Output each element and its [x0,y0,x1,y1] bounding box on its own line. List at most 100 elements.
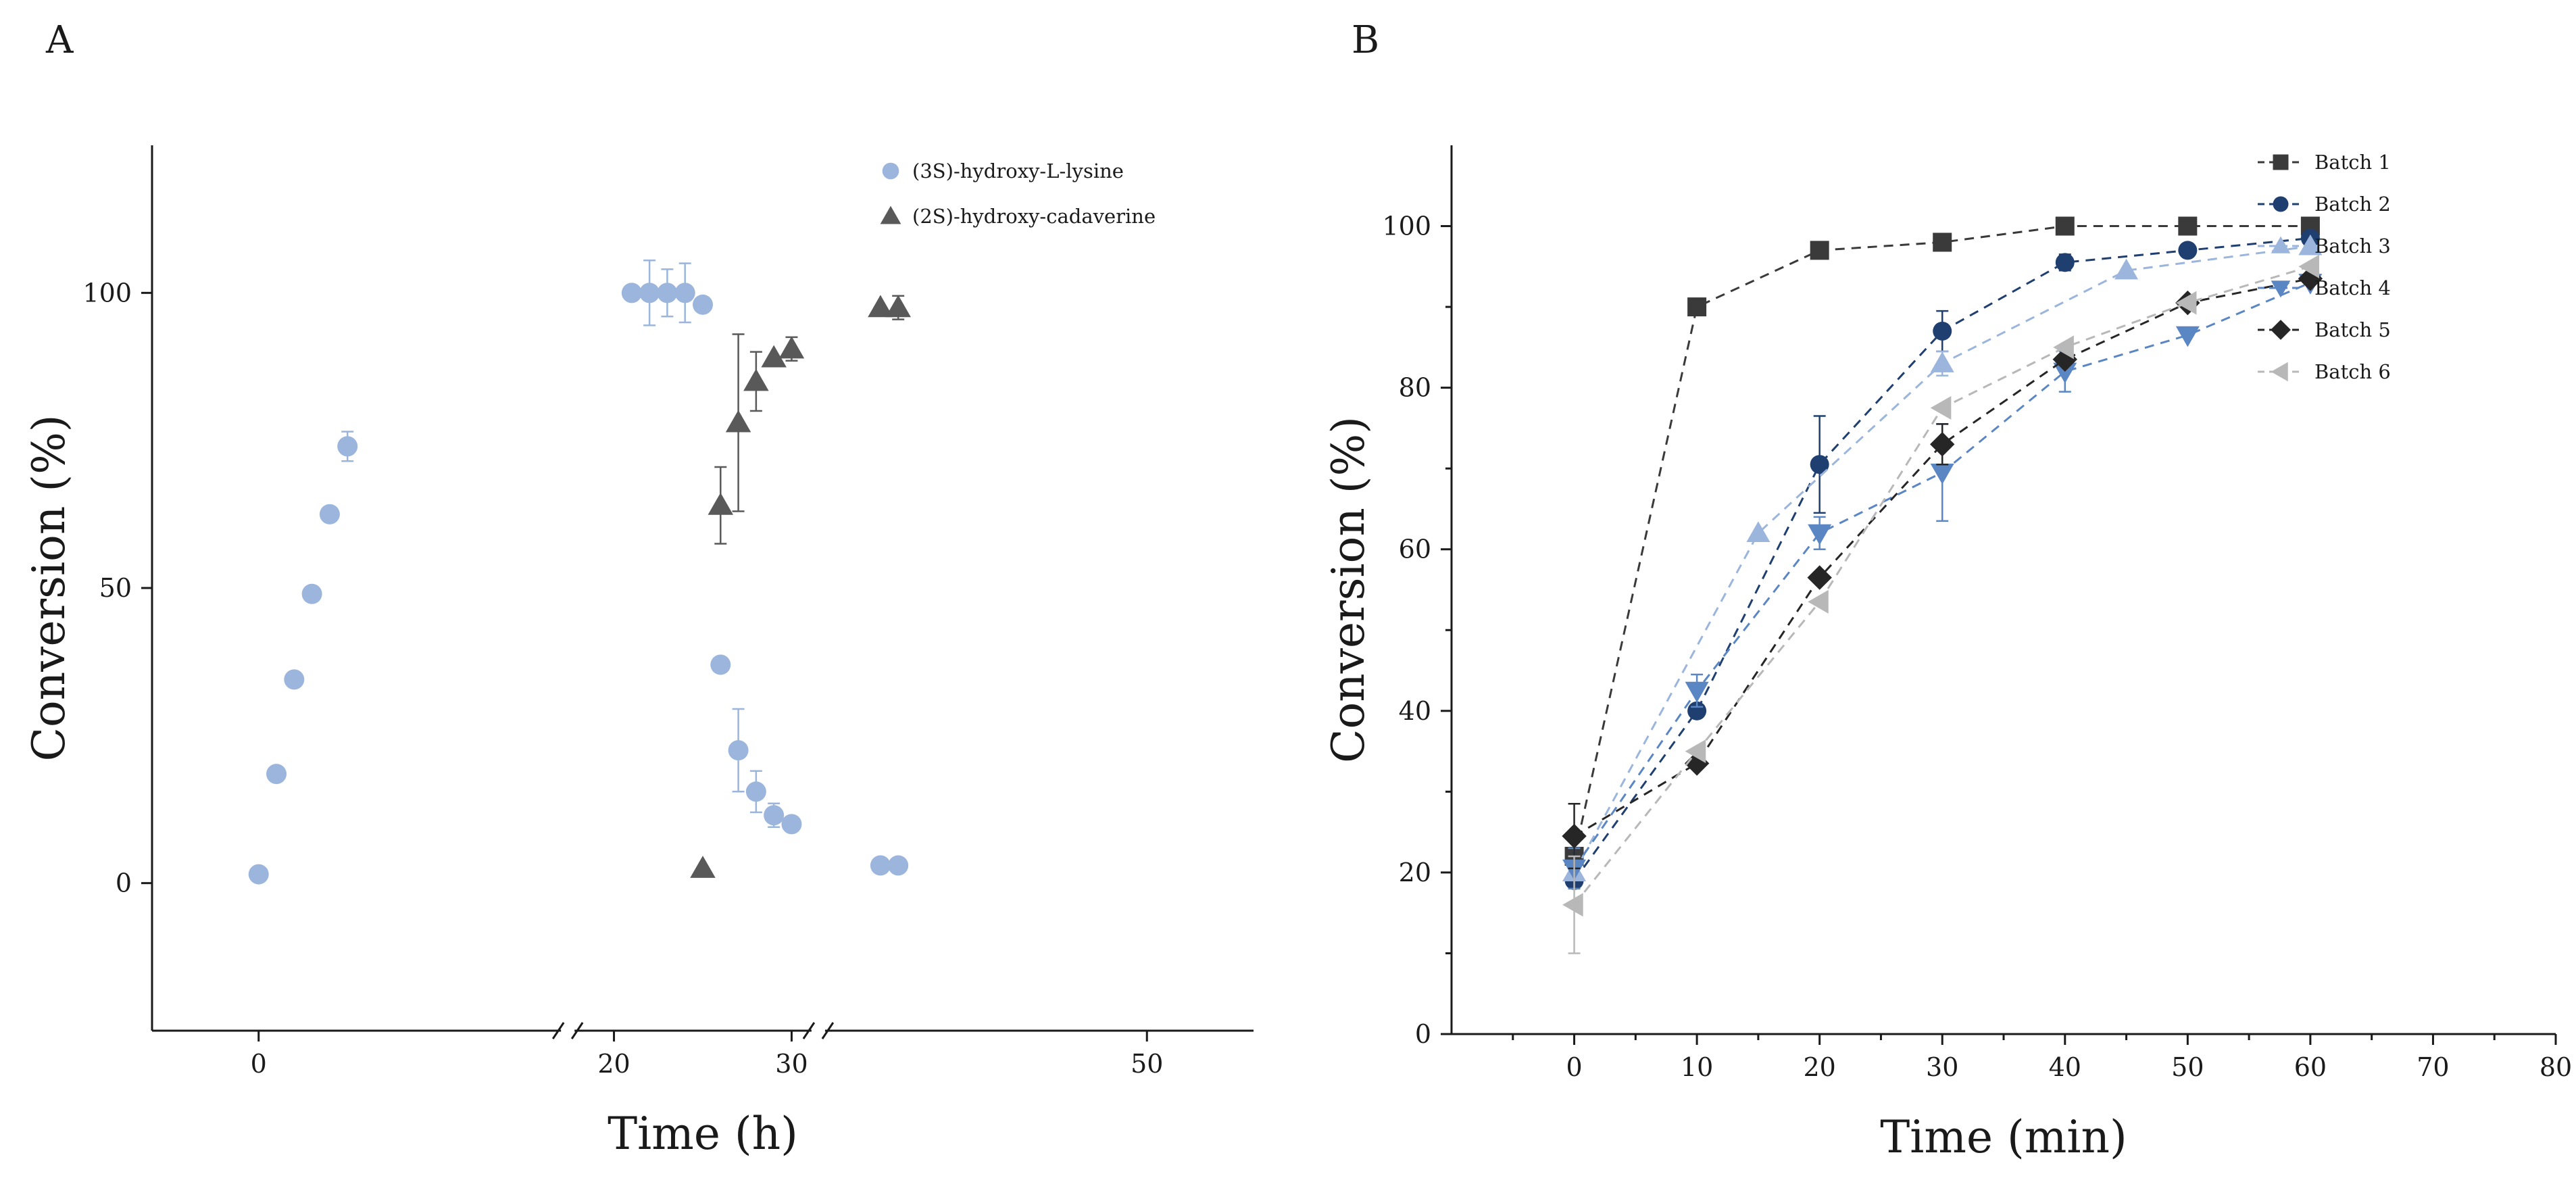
x-tick-label: 0 [1566,1052,1582,1082]
legend-marker [2271,362,2288,382]
legend-entry: Batch 2 [2258,193,2391,216]
data-point [778,336,805,359]
data-point [2178,216,2198,236]
y-tick-label: 0 [116,868,132,898]
legend: Batch 1 Batch 2 Batch 3 Batch 4 Batch 5 Batch… [2258,151,2391,383]
x-tick-label: 40 [2049,1052,2081,1082]
data-point [1685,739,1706,764]
series-6 [1562,254,2320,954]
data-point [657,283,678,303]
series-1 [248,260,909,885]
data-point [1562,823,1587,849]
data-point [868,295,893,318]
data-point [1746,521,1770,542]
data-point [885,295,911,318]
data-point [870,855,891,876]
data-point [1685,681,1709,703]
legend-marker [2271,236,2291,253]
data-point [1930,351,1954,372]
legend-marker [880,205,901,224]
data-point [1930,432,1955,457]
axis-break-mark [551,1021,584,1040]
y-tick-label: 40 [1399,696,1431,726]
x-tick-label: 30 [775,1049,808,1079]
data-point [1930,396,1952,420]
data-point [690,856,716,878]
x-tick-label: 10 [1681,1052,1713,1082]
data-point [1808,589,1829,614]
y-axis-title: Conversion (%) [1322,416,1374,763]
data-point [743,368,769,391]
series-1 [1564,216,2320,866]
data-point [266,764,287,785]
legend-label: Batch 6 [2314,360,2391,383]
data-point [725,410,751,433]
x-axis-title: Time (min) [1880,1111,2127,1163]
legend-marker [2271,280,2291,298]
data-point [764,805,785,826]
legend-label: (2S)-hydroxy-cadaverine [912,205,1156,228]
y-tick-label: 50 [99,573,132,603]
data-point [284,669,305,690]
legend-entry: Batch 6 [2258,360,2391,383]
data-point [1810,241,1829,260]
legend-entry: Batch 3 [2258,235,2391,258]
legend-entry: (3S)-hydroxy-L-lysine [882,160,1124,182]
x-tick-label: 70 [2417,1052,2449,1082]
chart-panel-b: 0 10 20 30 40 50 60 70 80 0 20 40 60 80 100 Time (min) C… [1322,145,2572,1163]
data-point [728,740,749,761]
y-tick-label: 100 [82,278,132,308]
data-point [674,283,695,303]
data-point [1930,464,1954,485]
data-point [888,855,909,876]
y-tick-label: 20 [1399,858,1431,887]
data-point [2055,216,2075,236]
data-point [1933,232,1952,252]
legend-label: (3S)-hydroxy-L-lysine [912,160,1124,182]
data-point [2175,326,2200,347]
data-point [1562,893,1583,917]
data-point [745,781,766,802]
data-point [2055,253,2075,272]
data-point [639,283,660,303]
data-point [301,583,322,604]
legend-entry: Batch 4 [2258,276,2391,299]
y-tick-label: 60 [1399,535,1431,564]
data-point [2053,362,2077,384]
data-point [2178,241,2198,260]
data-point [1808,524,1832,545]
x-tick-label: 50 [2171,1052,2204,1082]
y-tick-label: 80 [1399,373,1431,403]
legend-entry: Batch 5 [2258,318,2391,341]
data-point [693,294,713,315]
legend-label: Batch 2 [2314,193,2391,216]
axis-break-mark [802,1021,835,1040]
legend-marker [882,162,899,180]
series-2 [690,295,911,878]
data-point [1810,455,1829,474]
data-point [2298,234,2323,255]
legend-label: Batch 4 [2314,276,2391,299]
series-2 [1564,228,2320,890]
legend-entry: Batch 1 [2258,151,2391,174]
x-tick-label: 50 [1131,1049,1163,1079]
y-axis-title: Conversion (%) [23,414,75,761]
data-point [761,345,787,368]
data-point [1687,297,1707,317]
x-tick-label: 0 [251,1049,267,1079]
x-tick-label: 20 [1803,1052,1835,1082]
data-point [319,504,340,524]
y-tick-label: 0 [1415,1019,1431,1049]
legend-label: Batch 5 [2314,318,2391,341]
data-point [2052,347,2077,372]
legend-marker [2273,154,2289,170]
legend-label: Batch 3 [2314,235,2391,258]
x-tick-label: 80 [2540,1052,2572,1082]
data-point [2114,258,2139,280]
data-point [710,654,731,675]
data-point [337,436,358,457]
chart-panel-a: 0 20 30 50 0 50 100 Time (h) Conversion (%) (3S)-… [23,145,1254,1160]
data-point [621,283,642,303]
x-tick-label: 60 [2294,1052,2327,1082]
